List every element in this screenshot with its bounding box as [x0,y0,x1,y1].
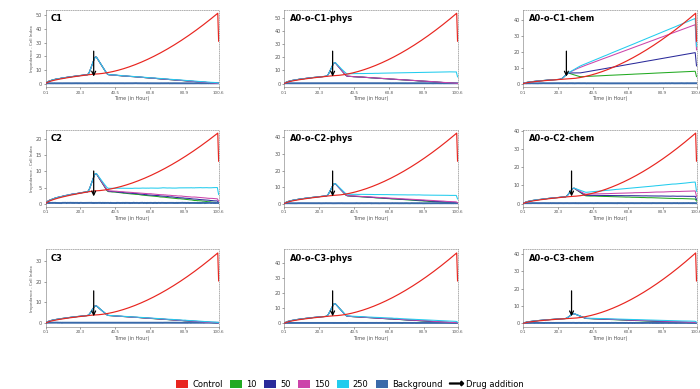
Y-axis label: Impedance - Cell Index: Impedance - Cell Index [30,25,34,72]
Text: A0-o-C2-chem: A0-o-C2-chem [528,134,595,143]
X-axis label: Time (in Hour): Time (in Hour) [114,216,150,221]
Y-axis label: Impedance - Cell Index: Impedance - Cell Index [30,145,34,192]
Legend: Control, 10, 50, 150, 250, Background, Drug addition: Control, 10, 50, 150, 250, Background, D… [176,380,524,389]
X-axis label: Time (in Hour): Time (in Hour) [354,216,388,221]
X-axis label: Time (in Hour): Time (in Hour) [354,336,388,341]
Text: A0-o-C3-chem: A0-o-C3-chem [528,254,595,263]
Y-axis label: Impedance - Cell Index: Impedance - Cell Index [30,265,34,312]
Text: C2: C2 [50,134,63,143]
X-axis label: Time (in Hour): Time (in Hour) [114,336,150,341]
X-axis label: Time (in Hour): Time (in Hour) [592,96,628,101]
X-axis label: Time (in Hour): Time (in Hour) [592,336,628,341]
X-axis label: Time (in Hour): Time (in Hour) [354,96,388,101]
Text: A0-o-C1-chem: A0-o-C1-chem [528,14,595,23]
Text: A0-o-C1-phys: A0-o-C1-phys [290,14,353,23]
Text: A0-o-C2-phys: A0-o-C2-phys [290,134,353,143]
Text: C3: C3 [50,254,62,263]
X-axis label: Time (in Hour): Time (in Hour) [114,96,150,101]
Text: C1: C1 [50,14,63,23]
X-axis label: Time (in Hour): Time (in Hour) [592,216,628,221]
Text: A0-o-C3-phys: A0-o-C3-phys [290,254,353,263]
